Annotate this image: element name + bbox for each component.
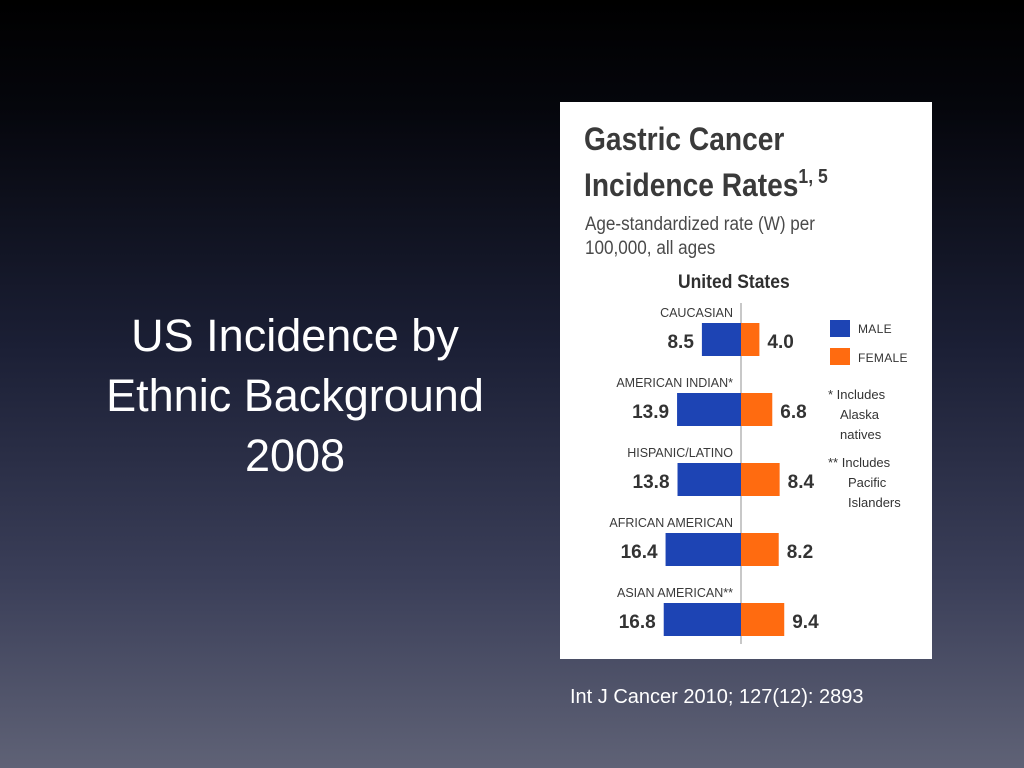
bar-female xyxy=(741,603,785,636)
category-label: CAUCASIAN xyxy=(660,306,733,320)
value-label-male: 16.4 xyxy=(621,542,658,563)
slide-title-line: US Incidence by xyxy=(131,310,459,361)
bar-chart: CAUCASIAN 8.5 4.0 AMERICAN INDIAN* 13.9 6.8 HI… xyxy=(609,303,819,644)
value-label-female: 6.8 xyxy=(780,402,806,423)
citation: Int J Cancer 2010; 127(12): 2893 xyxy=(570,686,864,708)
legend-label-male: MALE xyxy=(858,322,892,336)
value-label-female: 8.2 xyxy=(787,542,813,563)
footnote-pacific-islanders: ** Includes Pacific Islanders xyxy=(828,453,901,513)
category-label: AFRICAN AMERICAN xyxy=(609,516,733,530)
chart-subtitle-line: Age-standardized rate (W) per xyxy=(585,214,816,235)
value-label-female: 4.0 xyxy=(767,332,793,353)
footnote-line: natives xyxy=(840,427,882,442)
chart-title-line: Gastric Cancer xyxy=(584,121,785,157)
bar-male xyxy=(663,603,741,636)
category-label: AMERICAN INDIAN* xyxy=(616,376,733,390)
legend-swatch-female xyxy=(830,348,850,365)
chart-card: Gastric Cancer Incidence Rates1, 5 Age-s… xyxy=(560,102,932,659)
footnote-line: Alaska xyxy=(840,407,880,422)
bar-male xyxy=(677,393,741,426)
bar-female xyxy=(741,323,760,356)
value-label-male: 13.9 xyxy=(632,402,669,423)
slide-title: US Incidence by Ethnic Background 2008 xyxy=(60,306,530,486)
chart-title-superscript: 1, 5 xyxy=(798,166,828,188)
chart-subtitle-line: 100,000, all ages xyxy=(585,238,716,259)
value-label-female: 9.4 xyxy=(792,612,819,633)
category-label: ASIAN AMERICAN** xyxy=(617,586,733,600)
chart-title-text: Incidence Rates xyxy=(584,167,799,203)
category-label: HISPANIC/LATINO xyxy=(627,446,733,460)
legend-label-female: FEMALE xyxy=(858,351,908,365)
value-label-male: 13.8 xyxy=(633,472,670,493)
value-label-male: 16.8 xyxy=(619,612,656,633)
slide-title-line: Ethnic Background xyxy=(106,370,484,421)
slide-title-line: 2008 xyxy=(244,430,346,481)
footnote-line: ** Includes xyxy=(828,455,891,470)
bar-female xyxy=(741,393,773,426)
bar-male xyxy=(677,463,741,496)
footnote-line: Pacific xyxy=(848,475,887,490)
bar-female xyxy=(741,463,780,496)
legend-swatch-male xyxy=(830,320,850,337)
footnote-line: Islanders xyxy=(848,495,901,510)
chart-title-line: Incidence Rates1, 5 xyxy=(584,158,828,204)
bar-male xyxy=(701,323,741,356)
bar-male xyxy=(665,533,741,566)
footnote-alaska-natives: * Includes Alaska natives xyxy=(828,385,885,445)
value-label-male: 8.5 xyxy=(667,332,694,353)
bar-female xyxy=(741,533,779,566)
chart-subtitle: Age-standardized rate (W) per 100,000, a… xyxy=(585,213,815,261)
country-heading: United States xyxy=(678,272,790,293)
chart-title: Gastric Cancer Incidence Rates1, 5 xyxy=(584,120,828,204)
footnote-line: * Includes xyxy=(828,387,886,402)
value-label-female: 8.4 xyxy=(788,472,815,493)
